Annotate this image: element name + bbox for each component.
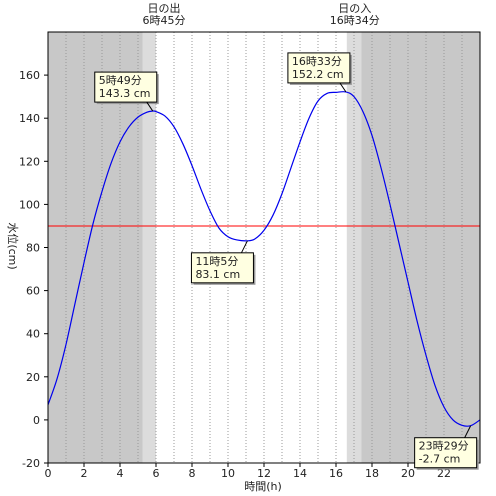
annotation-pointer <box>240 240 248 254</box>
annotation-value: 83.1 cm <box>195 268 240 281</box>
annotation-box <box>414 437 478 469</box>
y-tick-label: 120 <box>19 155 40 168</box>
sun-marker-label: 日の入 <box>338 2 371 15</box>
sun-marker-label: 日の出 <box>148 1 181 15</box>
y-tick-label: -20 <box>22 457 40 470</box>
series-group <box>47 91 481 427</box>
sun-marker-time: 16時34分 <box>330 14 380 27</box>
x-tick-label: 18 <box>365 467 379 480</box>
x-tick-label: 0 <box>45 467 52 480</box>
y-axis-title: 水位(cm) <box>6 222 20 269</box>
y-tick-label: 40 <box>26 328 40 341</box>
night-band <box>361 32 480 463</box>
annotation-value: 143.3 cm <box>99 87 151 100</box>
annotation-time: 23時29分 <box>419 440 469 453</box>
annotation-pointer <box>146 101 154 112</box>
y-axis-ticks: -20 0 20 40 60 80 100 120 140 160 <box>19 69 48 470</box>
y-tick-label: 80 <box>26 242 40 255</box>
annotation-pointer <box>339 82 347 93</box>
x-tick-label: 2 <box>81 467 88 480</box>
annotation-value: 152.2 cm <box>292 68 344 81</box>
sun-marker-time: 6時45分 <box>143 14 186 27</box>
annotation-callout: 23時29分-2.7 cm <box>414 425 479 470</box>
annotation-time: 16時33分 <box>292 55 342 68</box>
x-tick-label: 4 <box>117 467 124 480</box>
annotation-box <box>190 252 254 284</box>
annotation-time: 11時5分 <box>195 255 238 268</box>
x-tick-label: 6 <box>153 467 160 480</box>
annotation-value: -2.7 cm <box>419 453 461 466</box>
twilight-band <box>142 32 156 463</box>
y-tick-label: 0 <box>33 414 40 427</box>
y-tick-label: 20 <box>26 371 40 384</box>
annotation-pointer <box>464 425 472 438</box>
y-tick-label: 140 <box>19 112 40 125</box>
x-axis-ticks: 0 2 4 6 8 10 12 14 16 18 20 22 <box>45 463 451 480</box>
y-tick-label: 60 <box>26 285 40 298</box>
x-tick-label: 10 <box>221 467 235 480</box>
x-axis-title: 時間(h) <box>244 480 282 493</box>
annotation-box <box>287 52 351 84</box>
x-tick-label: 14 <box>293 467 307 480</box>
x-tick-label: 20 <box>401 467 415 480</box>
x-tick-label: 16 <box>329 467 343 480</box>
annotation-time: 5時49分 <box>99 74 142 87</box>
y-tick-label: 100 <box>19 198 40 211</box>
annotation-box <box>94 71 158 103</box>
x-tick-label: 12 <box>257 467 271 480</box>
x-tick-label: 8 <box>189 467 196 480</box>
y-tick-label: 160 <box>19 69 40 82</box>
x-tick-label: 22 <box>437 467 451 480</box>
twilight-band <box>346 32 362 463</box>
tide-series-line <box>47 91 481 427</box>
